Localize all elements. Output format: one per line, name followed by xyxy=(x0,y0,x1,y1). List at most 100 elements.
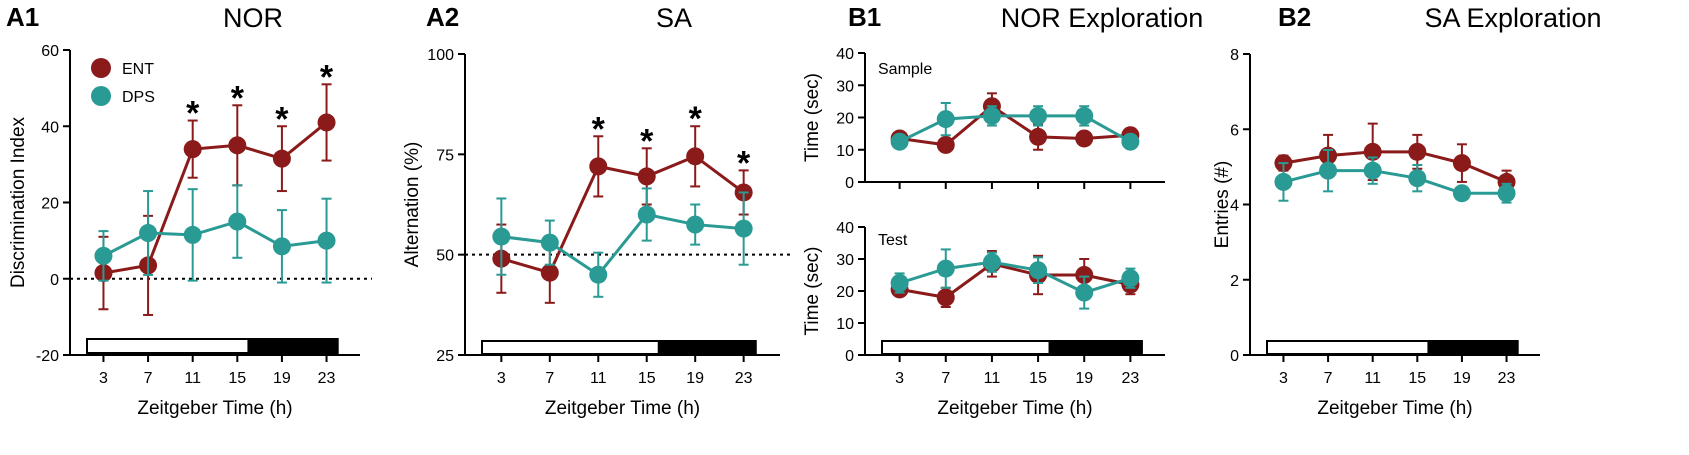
b2-ent-point xyxy=(1452,154,1471,173)
a2-ent-point xyxy=(540,263,559,282)
b1_test-xtick-label: 15 xyxy=(1029,370,1047,387)
b1_test-xtick-label: 11 xyxy=(984,370,1001,387)
a1-ytick-label: -20 xyxy=(36,348,59,365)
b1_test-dps-point xyxy=(890,274,909,292)
panel-label-b1: B1 xyxy=(848,2,881,32)
a2-dps-point xyxy=(589,265,608,284)
legend: ENT DPS xyxy=(91,58,155,106)
a1-dps-point xyxy=(228,212,247,231)
a1-ent-series-line xyxy=(103,121,328,275)
b1_test-xtick-label: 3 xyxy=(895,370,904,387)
b2-dps-point xyxy=(1363,161,1382,180)
a2-y-axis-label: Alternation (%) xyxy=(402,142,423,268)
b2-xtick-label: 23 xyxy=(1498,370,1516,387)
b2-dps-point xyxy=(1497,184,1516,203)
b2-ytick-label: 4 xyxy=(1230,198,1239,215)
a2-xtick-label: 11 xyxy=(590,370,607,387)
b1_test-dps-point xyxy=(1075,283,1094,302)
b1_test-dps-point xyxy=(982,253,1001,272)
a1-y-axis-label: Discrimination Index xyxy=(8,116,29,288)
a2-xtick-label: 3 xyxy=(497,370,506,387)
a1-xtick-label: 11 xyxy=(184,370,201,387)
a1-dps-series-line xyxy=(102,219,327,258)
b1_test-ytick-label: 20 xyxy=(836,284,854,301)
a1-ent-point xyxy=(272,149,291,168)
b1_test-xtick-label: 19 xyxy=(1075,370,1093,387)
b1_test-x-axis-label: Zeitgeber Time (h) xyxy=(937,398,1092,419)
a1-xtick-label: 15 xyxy=(228,370,246,387)
a1-xtick-label: 7 xyxy=(144,370,153,387)
b1_sample-dps-point xyxy=(1075,106,1094,125)
panel-title-b1: NOR Exploration xyxy=(1001,3,1204,33)
a1-ent-point xyxy=(183,140,202,159)
b1_sample-dps-point xyxy=(1029,106,1048,125)
b2-ytick-label: 8 xyxy=(1230,47,1239,64)
a2-dps-point xyxy=(637,205,656,224)
a2-dps-series-line xyxy=(501,212,744,277)
chart-a2: 25 50 75 100 Alternation (%) 3 7 11 15 19 23 Zeitge… xyxy=(402,47,792,419)
b1_sample-ytick-label: 40 xyxy=(836,46,854,63)
a2-significance-star: * xyxy=(592,110,606,148)
b1_test-dps-point xyxy=(1121,269,1140,288)
a1-xtick-label: 19 xyxy=(273,370,291,387)
b1_sample-dps-point xyxy=(1121,132,1140,151)
b1_sample-dps-point xyxy=(890,132,909,151)
b2-y-axis-label: Entries (#) xyxy=(1212,161,1233,249)
b1_test-ent-point xyxy=(1075,266,1094,284)
b1_sample-ent-point xyxy=(936,135,955,154)
a1-dps-point xyxy=(272,237,291,256)
a2-ent-point xyxy=(637,167,656,186)
a2-significance-star: * xyxy=(689,100,703,138)
a1-xtick-label: 3 xyxy=(99,370,108,387)
a1-light-phase-bar xyxy=(86,338,250,354)
a1-ent-point xyxy=(228,136,247,155)
a1-x-axis-label: Zeitgeber Time (h) xyxy=(137,398,292,419)
panel-label-a1: A1 xyxy=(6,2,39,32)
a1-ytick-label: 60 xyxy=(41,43,59,60)
b2-xtick-label: 19 xyxy=(1453,370,1471,387)
b2-dps-point xyxy=(1319,161,1338,180)
a2-ytick-label: 50 xyxy=(436,248,454,265)
b2-dps-point xyxy=(1274,172,1293,191)
b1_sample-ytick-label: 0 xyxy=(845,175,854,192)
a1-dps-point xyxy=(317,231,336,250)
a2-xtick-label: 7 xyxy=(545,370,554,387)
b2-xtick-label: 7 xyxy=(1324,370,1333,387)
a2-xtick-label: 23 xyxy=(735,370,753,387)
b1_test-light-phase-bar xyxy=(881,340,1051,355)
a2-ytick-label: 100 xyxy=(427,47,454,64)
b1_sample-ytick-label: 30 xyxy=(836,78,854,95)
a1-significance-star: * xyxy=(186,95,200,133)
legend-dps-label: DPS xyxy=(122,89,155,106)
a1-ent-point xyxy=(317,113,336,132)
b2-ent-point xyxy=(1408,142,1427,161)
a1-ytick-label: 0 xyxy=(50,272,59,289)
b2-dps-point xyxy=(1408,169,1427,188)
b1_test-dps-point xyxy=(936,259,955,278)
b1_test-xtick-label: 7 xyxy=(941,370,950,387)
a2-ent-point xyxy=(589,157,608,176)
a2-dark-phase-bar xyxy=(657,340,757,355)
a2-light-phase-bar xyxy=(481,340,660,355)
b1_test-ytick-label: 10 xyxy=(836,316,854,333)
b1_sample-ytick-label: 20 xyxy=(836,111,854,128)
b1_test-y-axis-label: Time (sec) xyxy=(802,246,823,335)
b2-ent-series-line xyxy=(1283,150,1508,184)
b1_test-xtick-label: 23 xyxy=(1121,370,1139,387)
b2-ytick-label: 0 xyxy=(1230,348,1239,365)
a2-dps-point xyxy=(492,227,511,246)
legend-dps-marker xyxy=(91,86,111,106)
a2-dps-point xyxy=(686,215,705,234)
b2-ent-point xyxy=(1363,142,1382,161)
a2-dps-point xyxy=(734,219,753,238)
a1-xtick-label: 23 xyxy=(318,370,336,387)
a1-significance-star: * xyxy=(320,58,334,96)
b2-xtick-label: 11 xyxy=(1364,370,1381,387)
b2-x-axis-label: Zeitgeber Time (h) xyxy=(1317,398,1472,419)
panel-title-a2: SA xyxy=(656,3,692,33)
b1_test-ytick-label: 0 xyxy=(845,348,854,365)
b2-light-phase-bar xyxy=(1266,340,1430,355)
panel-title-a1: NOR xyxy=(223,3,283,33)
